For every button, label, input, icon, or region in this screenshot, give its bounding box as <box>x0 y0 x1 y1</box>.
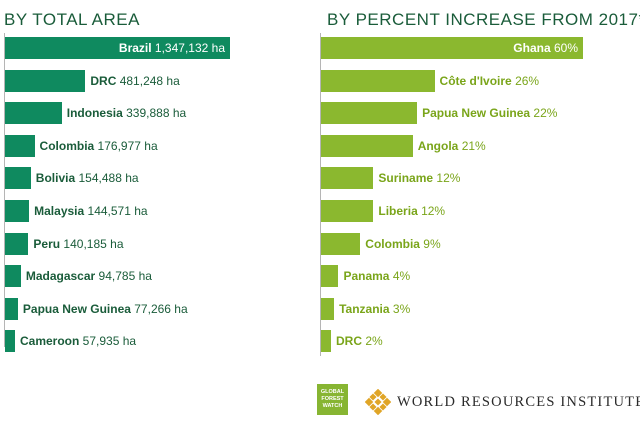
left-bar-label: Colombia 176,977 ha <box>40 135 158 157</box>
left-bar <box>5 37 230 59</box>
left-bar <box>5 167 31 190</box>
right-bar-category: Colombia <box>365 236 420 251</box>
left-bar-label: Brazil 1,347,132 ha <box>119 37 225 59</box>
right-bar-label: Colombia 9% <box>365 233 440 255</box>
left-bar-label: Papua New Guinea 77,266 ha <box>23 298 188 320</box>
left-bar <box>5 69 86 92</box>
left-bar-category: Bolivia <box>35 171 76 186</box>
right-bar <box>321 37 583 59</box>
left-bar-value: 94,785 ha <box>95 269 152 284</box>
left-bar-label: Madagascar 94,785 ha <box>26 265 152 287</box>
right-bar <box>321 102 418 125</box>
right-bar <box>321 134 413 157</box>
wri-emblem-icon <box>365 389 391 415</box>
left-bar <box>5 330 15 353</box>
right-bar-label: Côte d'Ivoire 26% <box>440 70 540 92</box>
right-bar-value: 4% <box>389 269 411 284</box>
left-bar-category: Indonesia <box>66 106 123 121</box>
right-bar-value: 12% <box>433 171 461 186</box>
left-bar-value: 154,488 ha <box>75 171 139 186</box>
left-bar <box>5 102 62 125</box>
left-bar-category: Colombia <box>39 138 95 153</box>
global-forest-watch-logo: GLOBAL FOREST WATCH <box>317 384 348 415</box>
right-bar-label: Ghana 60% <box>513 37 578 59</box>
wri-name: WORLD RESOURCES INSTITUTE <box>397 394 640 410</box>
gfw-logo-line: WATCH <box>322 403 343 409</box>
left-bar-category: DRC <box>90 73 117 88</box>
right-bar-label: Panama 4% <box>343 265 410 287</box>
left-bar-value: 140,185 ha <box>60 236 124 251</box>
left-bar <box>5 200 30 222</box>
right-bar-label: Tanzania 3% <box>339 298 410 320</box>
right-chart-axis <box>320 33 321 356</box>
right-bar-category: Suriname <box>378 171 434 186</box>
right-chart-title: BY PERCENT INCREASE FROM 2017* <box>327 10 640 29</box>
right-bar-category: DRC <box>336 334 362 349</box>
left-bar-label: DRC 481,248 ha <box>90 70 179 92</box>
right-bar-value: 9% <box>419 236 441 251</box>
right-bar-value: 22% <box>530 106 558 121</box>
right-bar-value: 2% <box>362 334 383 349</box>
left-bar-value: 176,977 ha <box>94 138 158 153</box>
right-bar-category: Papua New Guinea <box>422 106 531 121</box>
left-bar <box>5 265 21 288</box>
left-bar-label: Malaysia 144,571 ha <box>34 200 147 222</box>
right-bar-value: 60% <box>550 41 578 55</box>
left-bar-label: Indonesia 339,888 ha <box>67 102 186 124</box>
right-bar <box>321 297 335 320</box>
left-bar-category: Brazil <box>118 41 152 55</box>
left-bar-value: 1,347,132 ha <box>151 41 225 55</box>
right-bar-value: 3% <box>389 301 411 316</box>
left-bar-category: Peru <box>33 236 61 251</box>
right-bar <box>321 265 339 288</box>
right-bar-label: Suriname 12% <box>378 167 460 189</box>
left-bar-category: Madagascar <box>25 269 96 284</box>
right-bar-category: Panama <box>343 269 390 284</box>
left-bar-value: 481,248 ha <box>116 73 180 88</box>
left-bar-category: Papua New Guinea <box>22 301 131 316</box>
left-bar-value: 57,935 ha <box>79 334 137 349</box>
right-bar-category: Ghana <box>513 41 551 55</box>
left-chart-axis <box>4 33 5 347</box>
gfw-logo-line: FOREST <box>321 396 344 402</box>
right-bar-value: 26% <box>511 73 540 88</box>
right-bar-label: Angola 21% <box>418 135 486 157</box>
right-bar-value: 21% <box>458 138 486 153</box>
left-bar-category: Malaysia <box>34 204 85 218</box>
right-bar <box>321 69 435 92</box>
left-bar <box>5 232 29 255</box>
right-bar-label: Papua New Guinea 22% <box>422 102 557 124</box>
right-bar-category: Liberia <box>378 204 418 218</box>
right-bar <box>321 200 374 222</box>
left-bar-value: 77,266 ha <box>130 301 188 316</box>
left-chart-title: BY TOTAL AREA <box>4 10 140 29</box>
right-bar-label: Liberia 12% <box>378 200 445 222</box>
right-bar-value: 12% <box>417 204 446 218</box>
right-bar <box>321 232 361 255</box>
right-bar-category: Tanzania <box>339 301 390 316</box>
left-bar-value: 144,571 ha <box>84 204 148 218</box>
right-bar-category: Angola <box>417 138 459 153</box>
right-bar-label: DRC 2% <box>336 330 383 352</box>
right-bar-category: Côte d'Ivoire <box>439 73 512 88</box>
left-bar-category: Cameroon <box>20 334 80 349</box>
left-bar-label: Cameroon 57,935 ha <box>20 330 136 352</box>
left-bar-label: Peru 140,185 ha <box>33 233 123 255</box>
left-bar-label: Bolivia 154,488 ha <box>36 167 139 189</box>
left-bar-value: 339,888 ha <box>122 106 187 121</box>
gfw-logo-line: GLOBAL <box>320 389 345 395</box>
right-bar <box>321 330 331 353</box>
left-bar <box>5 297 18 320</box>
left-bar <box>5 134 35 157</box>
right-bar <box>321 167 374 190</box>
